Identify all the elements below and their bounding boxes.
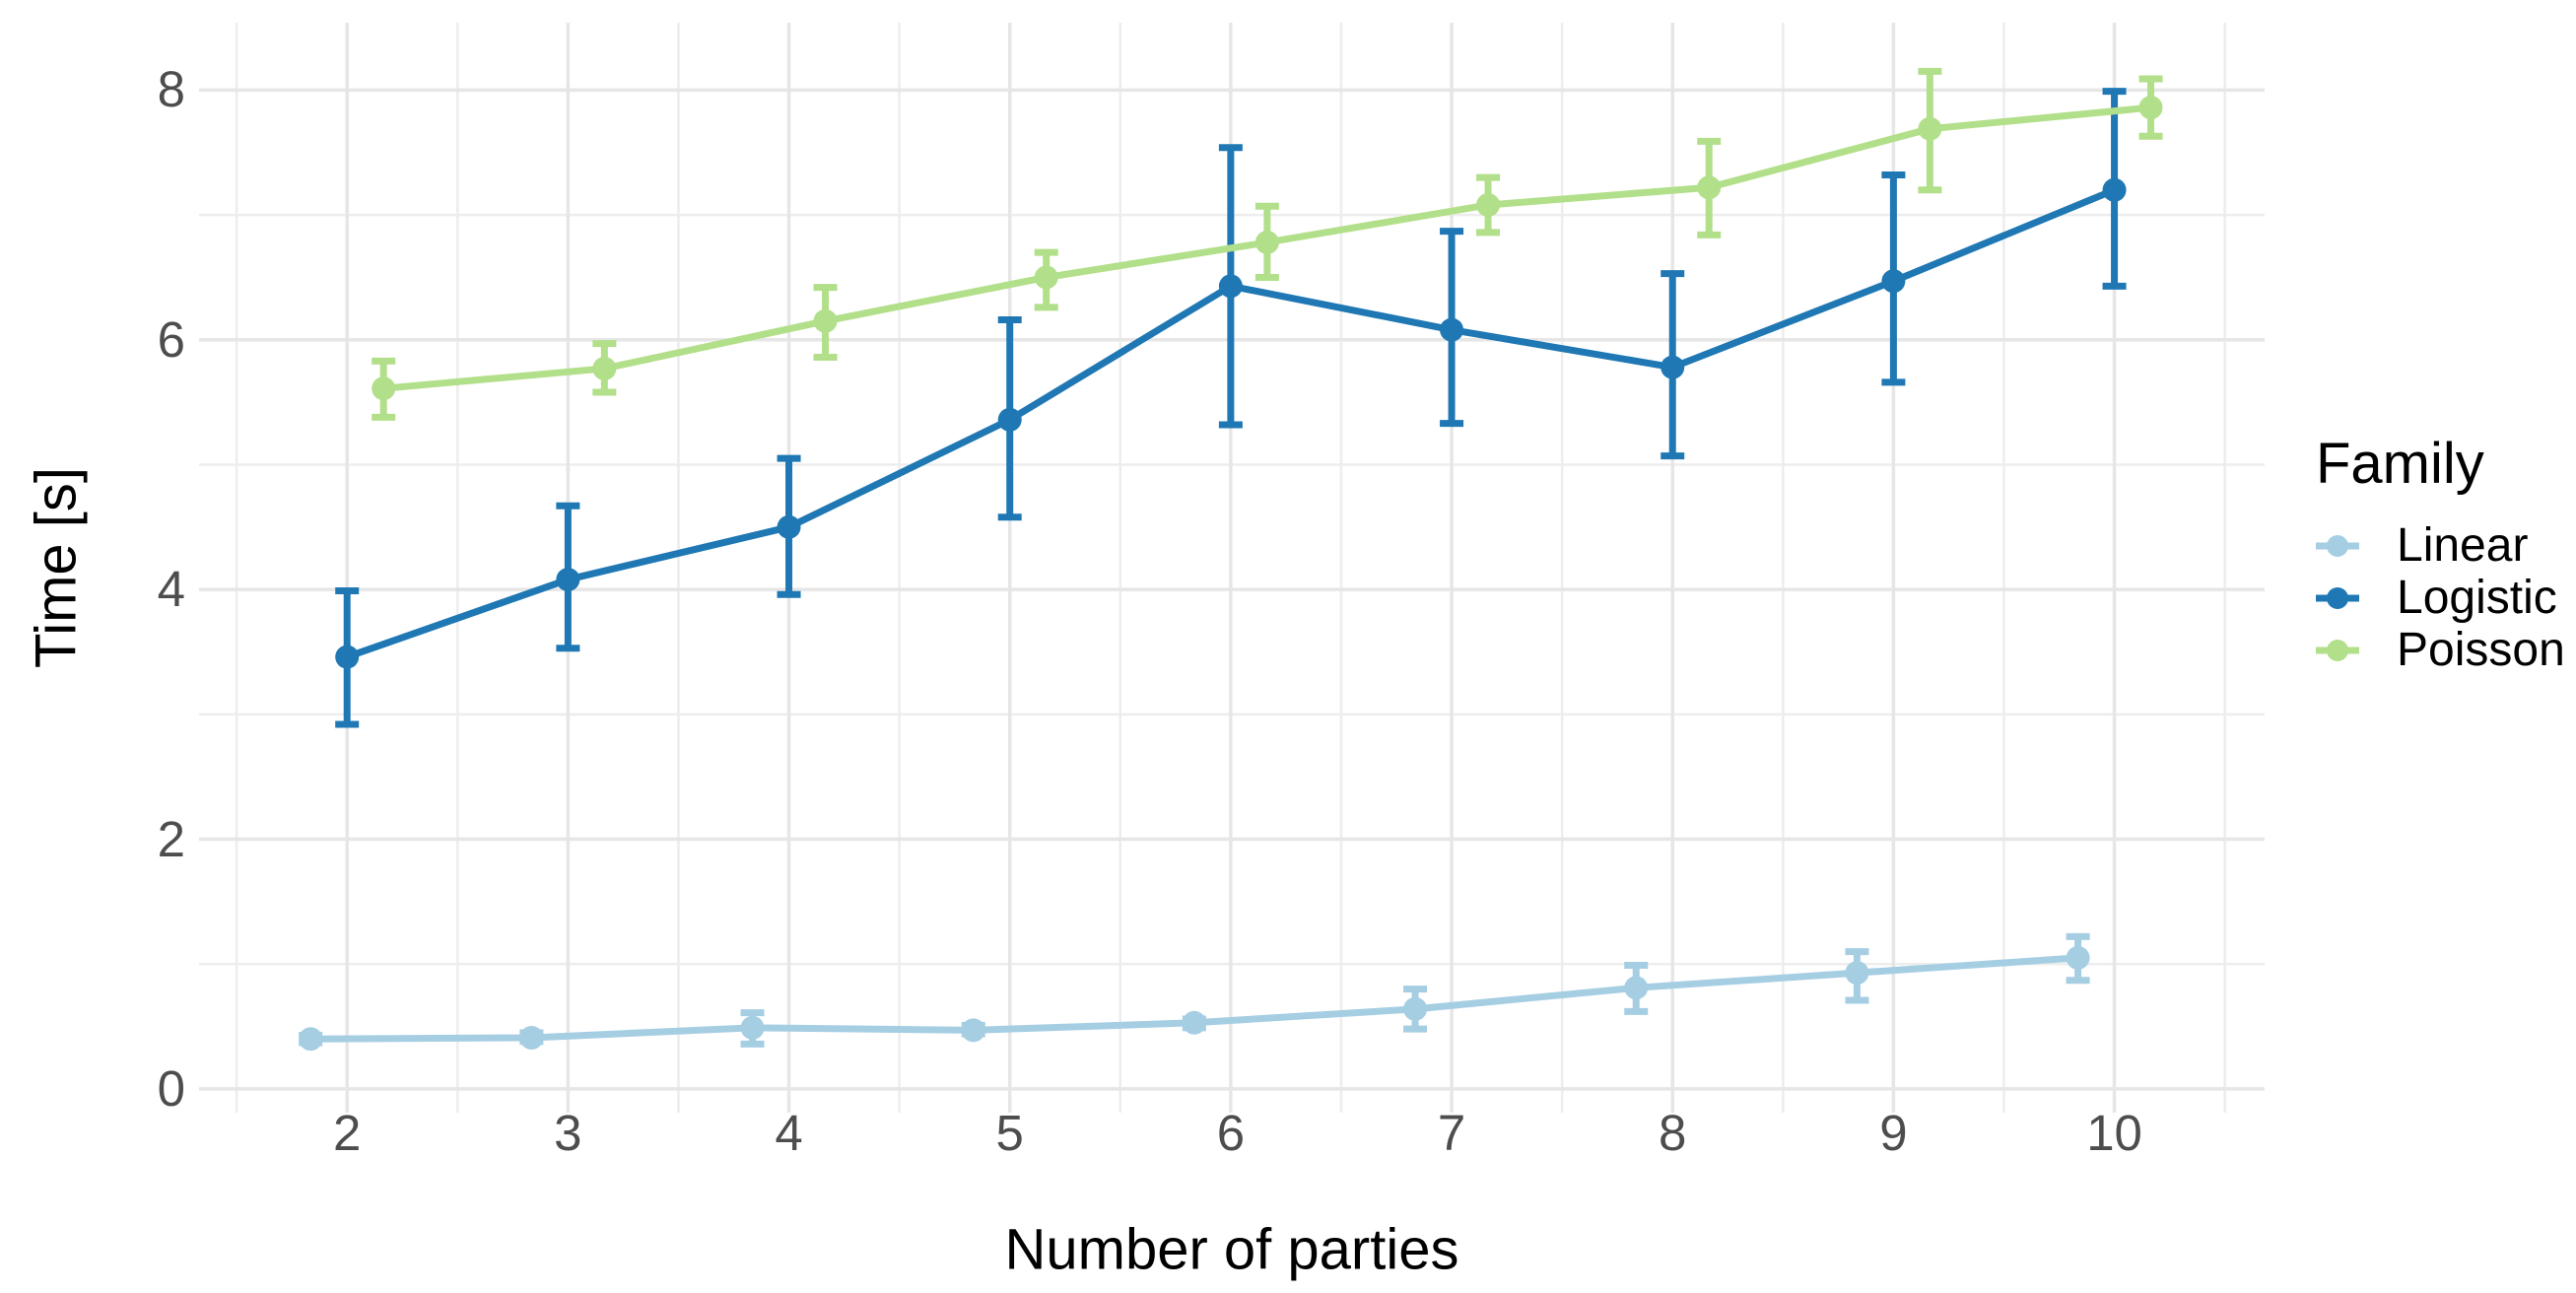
legend-item-poisson: Poisson bbox=[2316, 624, 2565, 676]
x-axis-title: Number of parties bbox=[1004, 1217, 1459, 1282]
data-point bbox=[1476, 192, 1501, 217]
y-tick-label: 6 bbox=[157, 310, 185, 368]
data-point bbox=[1403, 996, 1428, 1021]
data-point bbox=[2102, 177, 2127, 202]
data-point bbox=[2138, 96, 2163, 120]
x-tick-label: 8 bbox=[1659, 1105, 1687, 1161]
data-point bbox=[1918, 116, 1942, 141]
data-point bbox=[1881, 269, 1906, 294]
series-points bbox=[299, 96, 2163, 1052]
legend-key-icon bbox=[2316, 639, 2359, 661]
y-tick-label: 0 bbox=[157, 1059, 185, 1117]
data-point bbox=[1254, 230, 1279, 254]
x-tick-label: 5 bbox=[995, 1105, 1024, 1161]
data-point bbox=[813, 308, 838, 333]
x-tick-label: 2 bbox=[333, 1105, 362, 1161]
legend-title: Family bbox=[2316, 432, 2484, 496]
legend-key-icon bbox=[2316, 586, 2359, 609]
data-point bbox=[299, 1027, 323, 1052]
data-point bbox=[1845, 961, 1869, 986]
x-tick-label: 10 bbox=[2086, 1105, 2142, 1161]
data-point bbox=[1218, 274, 1243, 299]
y-tick-label: 4 bbox=[157, 561, 185, 618]
data-point bbox=[740, 1015, 765, 1040]
x-tick-label: 7 bbox=[1437, 1105, 1466, 1161]
x-tick-label: 6 bbox=[1216, 1105, 1246, 1161]
data-point bbox=[335, 645, 360, 669]
data-point bbox=[997, 407, 1022, 432]
x-tick-label: 9 bbox=[1879, 1105, 1908, 1161]
y-axis-title: Time [s] bbox=[24, 466, 89, 669]
legend-key-icon bbox=[2316, 534, 2359, 557]
x-tick-label: 3 bbox=[554, 1105, 582, 1161]
x-tick-label: 4 bbox=[775, 1105, 803, 1161]
data-point bbox=[519, 1025, 544, 1050]
data-point bbox=[1624, 976, 1649, 1000]
legend: Family Linear Logistic Poisson bbox=[2316, 436, 2565, 676]
data-point bbox=[2066, 945, 2090, 970]
data-point bbox=[1182, 1010, 1206, 1035]
data-point bbox=[556, 568, 580, 592]
points-poisson bbox=[372, 96, 2163, 401]
data-point bbox=[777, 514, 801, 539]
data-point bbox=[1034, 265, 1058, 290]
legend-item-label: Linear bbox=[2397, 518, 2529, 572]
data-point bbox=[1697, 175, 1722, 200]
data-point bbox=[1440, 317, 1464, 342]
points-linear bbox=[299, 945, 2090, 1052]
data-point bbox=[961, 1018, 985, 1043]
legend-item-linear: Linear bbox=[2316, 519, 2565, 572]
legend-item-logistic: Logistic bbox=[2316, 572, 2565, 624]
data-point bbox=[1661, 355, 1685, 379]
y-tick-label: 8 bbox=[157, 61, 185, 118]
data-point bbox=[592, 356, 617, 380]
legend-item-label: Logistic bbox=[2397, 571, 2557, 624]
y-tick-label: 2 bbox=[157, 810, 185, 867]
legend-item-label: Poisson bbox=[2397, 623, 2565, 676]
points-logistic bbox=[335, 177, 2127, 669]
data-point bbox=[372, 376, 396, 401]
error-bars-logistic bbox=[335, 88, 2127, 728]
